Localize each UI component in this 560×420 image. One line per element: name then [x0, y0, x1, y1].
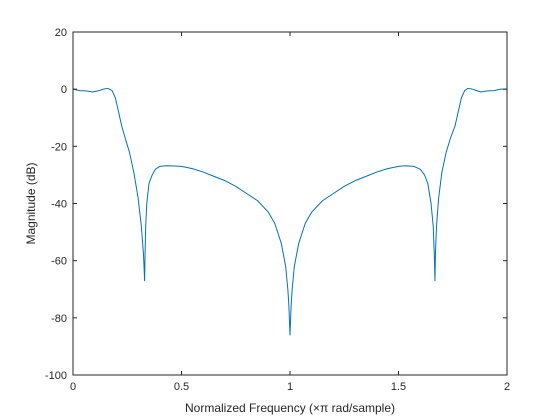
data-layer	[72, 87, 507, 336]
y-tick-label: -60	[51, 256, 67, 268]
y-tick-label: -20	[51, 141, 67, 153]
y-tick-label: -40	[51, 199, 67, 211]
x-tick-label: 1.5	[391, 381, 406, 393]
y-tick-label: 20	[55, 27, 67, 39]
x-tick-label: 0.5	[174, 381, 189, 393]
y-axis-label: Magnitude (dB)	[24, 162, 38, 244]
x-tick-label: 2	[504, 381, 510, 393]
y-tick-label: 0	[61, 84, 67, 96]
x-tick-label: 0	[70, 381, 76, 393]
series-line-0	[72, 87, 507, 336]
x-tick-label: 1	[287, 381, 293, 393]
y-tick-label: -100	[45, 370, 67, 382]
y-tick-label: -80	[51, 313, 67, 325]
axes-layer: 0 0.5 1 1.5 2 -100 -80 -60 -40 -20 0 20	[45, 27, 510, 393]
plot-area	[73, 32, 507, 375]
x-axis-label: Normalized Frequency (×π rad/sample)	[185, 401, 395, 415]
